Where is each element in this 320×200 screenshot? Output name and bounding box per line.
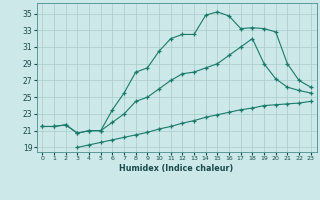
X-axis label: Humidex (Indice chaleur): Humidex (Indice chaleur) (119, 164, 234, 173)
